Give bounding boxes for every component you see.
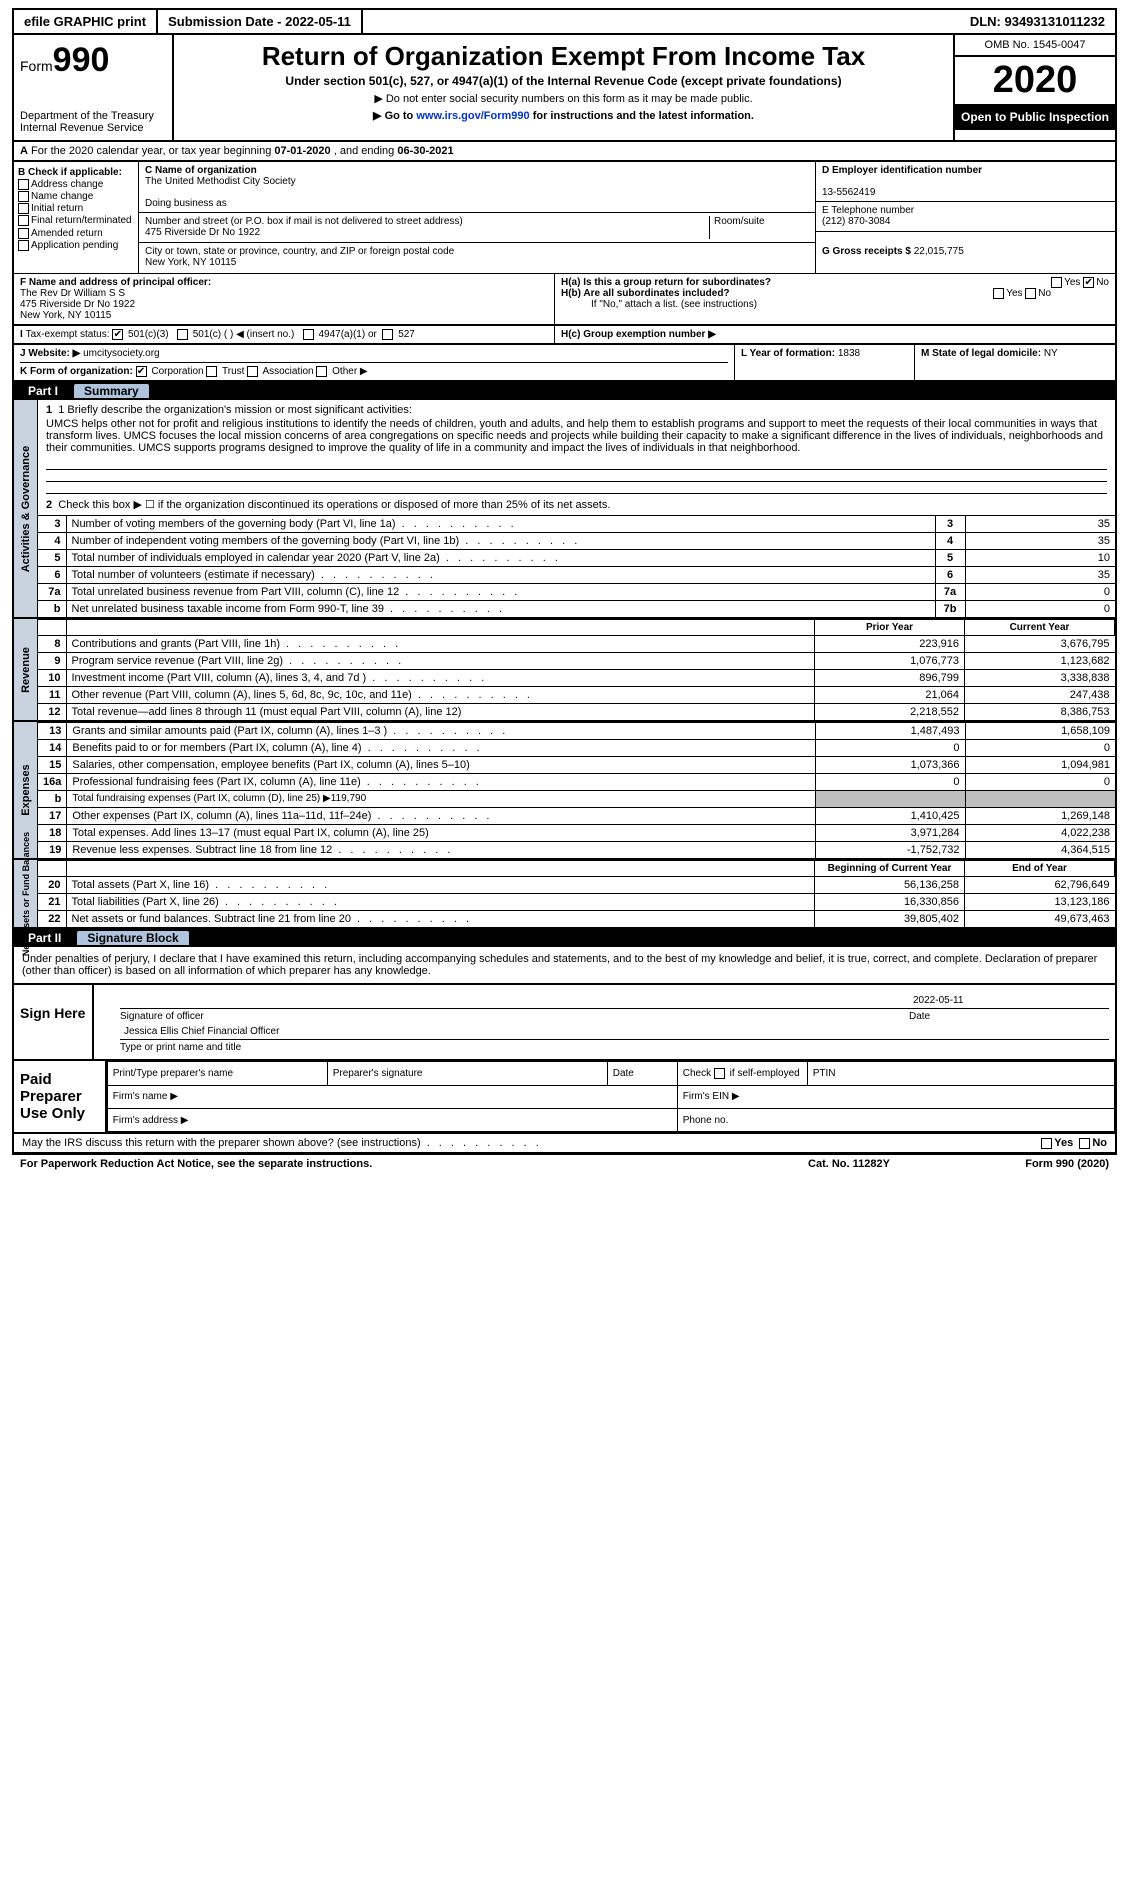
activities-governance: Activities & Governance 1 1 Briefly desc… xyxy=(12,400,1117,619)
revenue-section: Revenue Prior YearCurrent Year 8Contribu… xyxy=(12,619,1117,722)
form-number: Form990 xyxy=(20,41,166,80)
netassets-table: Beginning of Current YearEnd of Year 20T… xyxy=(38,860,1115,927)
cb-hb-no[interactable] xyxy=(1025,288,1036,299)
submission-seg: Submission Date - 2022-05-11 xyxy=(158,10,363,33)
cb-501c3[interactable] xyxy=(112,329,123,340)
cb-ha-no[interactable] xyxy=(1083,277,1094,288)
officer-name: The Rev Dr William S S xyxy=(20,288,125,299)
submission-label: Submission Date - xyxy=(168,14,285,29)
dln-seg: DLN: 93493131011232 xyxy=(960,10,1115,33)
topbar: efile GRAPHIC print Submission Date - 20… xyxy=(12,8,1117,35)
phone: (212) 870-3084 xyxy=(822,216,890,227)
part2-header: Part II Signature Block xyxy=(12,929,1117,947)
cb-initial-return[interactable] xyxy=(18,203,29,214)
officer-sig-name: Jessica Ellis Chief Financial Officer xyxy=(120,1024,283,1039)
cb-address-change[interactable] xyxy=(18,179,29,190)
expenses-table: 13Grants and similar amounts paid (Part … xyxy=(38,722,1115,858)
ssn-note: ▶ Do not enter social security numbers o… xyxy=(182,92,945,105)
org-city: New York, NY 10115 xyxy=(145,257,236,268)
ein: 13-5562419 xyxy=(822,187,875,198)
cb-self-employed[interactable] xyxy=(714,1068,725,1079)
year-formation: 1838 xyxy=(838,348,860,359)
cb-assoc[interactable] xyxy=(247,366,258,377)
cb-app-pending[interactable] xyxy=(18,240,29,251)
netassets-section: Net Assets or Fund Balances Beginning of… xyxy=(12,860,1117,929)
sig-date: 2022-05-11 xyxy=(909,993,1109,1008)
sign-here-block: Sign Here 2022-05-11 Signature of office… xyxy=(12,983,1117,1061)
expenses-section: Expenses 13Grants and similar amounts pa… xyxy=(12,722,1117,860)
state-domicile: NY xyxy=(1044,348,1058,359)
omb-number: OMB No. 1545-0047 xyxy=(955,35,1115,57)
submission-date: 2022-05-11 xyxy=(285,14,351,29)
cb-trust[interactable] xyxy=(206,366,217,377)
row-jklm: J Website: ▶ umcitysociety.org K Form of… xyxy=(12,344,1117,382)
cb-527[interactable] xyxy=(382,329,393,340)
row-i: I Tax-exempt status: 501(c)(3) 501(c) ( … xyxy=(12,325,1117,344)
cb-hb-yes[interactable] xyxy=(993,288,1004,299)
col-b: B Check if applicable: Address change Na… xyxy=(14,162,139,273)
dln-label: DLN: xyxy=(970,14,1005,29)
irs-link[interactable]: www.irs.gov/Form990 xyxy=(416,110,529,122)
cb-other[interactable] xyxy=(316,366,327,377)
cb-4947[interactable] xyxy=(303,329,314,340)
org-street: 475 Riverside Dr No 1922 xyxy=(145,227,260,238)
paid-preparer-block: Paid Preparer Use Only Print/Type prepar… xyxy=(12,1061,1117,1134)
tax-year: 2020 xyxy=(955,57,1115,104)
cb-amended[interactable] xyxy=(18,228,29,239)
section-bcdeg: B Check if applicable: Address change Na… xyxy=(12,162,1117,273)
page-footer: For Paperwork Reduction Act Notice, see … xyxy=(12,1153,1117,1173)
gross-receipts: 22,015,775 xyxy=(914,246,964,257)
org-name: The United Methodist City Society xyxy=(145,176,296,187)
col-deg: D Employer identification number13-55624… xyxy=(815,162,1115,273)
website-note: ▶ Go to www.irs.gov/Form990 for instruct… xyxy=(182,109,945,122)
dln-value: 93493131011232 xyxy=(1004,14,1105,29)
efile-label: efile GRAPHIC print xyxy=(14,10,158,33)
form-subtitle: Under section 501(c), 527, or 4947(a)(1)… xyxy=(182,74,945,88)
form-title: Return of Organization Exempt From Incom… xyxy=(182,41,945,72)
mission-text: UMCS helps other not for profit and reli… xyxy=(46,418,1107,454)
cb-ha-yes[interactable] xyxy=(1051,277,1062,288)
cb-final-return[interactable] xyxy=(18,215,29,226)
website: umcitysociety.org xyxy=(80,348,159,359)
public-inspection: Open to Public Inspection xyxy=(955,104,1115,130)
cb-discuss-yes[interactable] xyxy=(1041,1138,1052,1149)
perjury-declaration: Under penalties of perjury, I declare th… xyxy=(12,947,1117,983)
governance-table: 3Number of voting members of the governi… xyxy=(38,515,1115,617)
revenue-table: Prior YearCurrent Year 8Contributions an… xyxy=(38,619,1115,720)
dept-label: Department of the Treasury Internal Reve… xyxy=(20,110,166,134)
cb-501c[interactable] xyxy=(177,329,188,340)
cb-corp[interactable] xyxy=(136,366,147,377)
cb-discuss-no[interactable] xyxy=(1079,1138,1090,1149)
row-a: A For the 2020 calendar year, or tax yea… xyxy=(12,142,1117,162)
col-c: C Name of organizationThe United Methodi… xyxy=(139,162,815,273)
row-fh: F Name and address of principal officer:… xyxy=(12,273,1117,325)
form-header: Form990 Department of the Treasury Inter… xyxy=(12,35,1117,142)
cb-name-change[interactable] xyxy=(18,191,29,202)
discuss-row: May the IRS discuss this return with the… xyxy=(12,1134,1117,1153)
part1-header: Part I Summary xyxy=(12,382,1117,400)
